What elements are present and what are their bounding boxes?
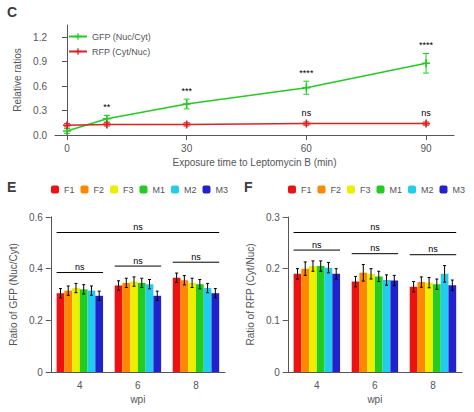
svg-text:M3: M3 xyxy=(215,185,228,195)
svg-text:Ratio of GFP (Nuc/Cyt): Ratio of GFP (Nuc/Cyt) xyxy=(8,243,19,346)
svg-text:ns: ns xyxy=(312,240,322,250)
svg-text:F2: F2 xyxy=(93,185,104,195)
svg-text:0: 0 xyxy=(64,143,70,154)
svg-text:Exposure time to Leptomycin B: Exposure time to Leptomycin B (min) xyxy=(173,157,337,168)
svg-text:Ratio of RFP (Cyt/Nuc): Ratio of RFP (Cyt/Nuc) xyxy=(245,243,256,345)
svg-text:****: **** xyxy=(299,68,314,78)
svg-text:M3: M3 xyxy=(452,185,465,195)
svg-text:***: *** xyxy=(181,86,192,96)
svg-text:ns: ns xyxy=(133,222,143,232)
svg-text:F3: F3 xyxy=(360,185,371,195)
svg-text:0.3: 0.3 xyxy=(266,212,280,223)
svg-text:Relative ratios: Relative ratios xyxy=(12,48,23,111)
svg-text:6: 6 xyxy=(372,380,378,391)
svg-text:ns: ns xyxy=(133,256,143,266)
svg-text:0.3: 0.3 xyxy=(33,105,47,116)
svg-text:wpi: wpi xyxy=(129,394,145,405)
svg-text:F3: F3 xyxy=(123,185,134,195)
svg-text:ns: ns xyxy=(75,262,85,272)
svg-text:8: 8 xyxy=(193,380,199,391)
svg-text:0.6: 0.6 xyxy=(29,212,43,223)
svg-text:6: 6 xyxy=(135,380,141,391)
svg-text:8: 8 xyxy=(430,380,436,391)
svg-text:F: F xyxy=(244,179,253,195)
svg-text:0.6: 0.6 xyxy=(33,81,47,92)
svg-text:ns: ns xyxy=(191,252,201,262)
svg-text:ns: ns xyxy=(370,243,380,253)
svg-text:M1: M1 xyxy=(389,185,402,195)
svg-text:****: **** xyxy=(419,40,434,50)
svg-text:F1: F1 xyxy=(64,185,75,195)
svg-text:0.9: 0.9 xyxy=(33,56,47,67)
svg-text:C: C xyxy=(7,4,17,20)
svg-text:F2: F2 xyxy=(330,185,341,195)
svg-text:**: ** xyxy=(103,102,111,112)
svg-text:wpi: wpi xyxy=(366,394,382,405)
svg-text:0.2: 0.2 xyxy=(266,263,280,274)
svg-text:60: 60 xyxy=(301,143,313,154)
svg-text:90: 90 xyxy=(421,143,433,154)
svg-text:M2: M2 xyxy=(421,185,434,195)
svg-text:RFP (Cyt/Nuc): RFP (Cyt/Nuc) xyxy=(92,47,150,57)
svg-text:0.4: 0.4 xyxy=(29,263,43,274)
svg-text:30: 30 xyxy=(181,143,193,154)
svg-text:4: 4 xyxy=(77,380,83,391)
svg-text:ns: ns xyxy=(428,244,438,254)
svg-text:ns: ns xyxy=(302,108,312,118)
svg-text:0: 0 xyxy=(37,367,43,378)
svg-text:0.0: 0.0 xyxy=(33,130,47,141)
svg-text:ns: ns xyxy=(421,108,431,118)
svg-text:0.1: 0.1 xyxy=(266,315,280,326)
svg-text:E: E xyxy=(7,179,16,195)
svg-text:GFP (Nuc/Cyt): GFP (Nuc/Cyt) xyxy=(92,32,151,42)
svg-text:M1: M1 xyxy=(152,185,165,195)
svg-text:4: 4 xyxy=(314,380,320,391)
svg-text:0.2: 0.2 xyxy=(29,315,43,326)
svg-text:F1: F1 xyxy=(301,185,312,195)
svg-text:0: 0 xyxy=(274,367,280,378)
svg-text:M2: M2 xyxy=(184,185,197,195)
svg-text:1.2: 1.2 xyxy=(33,32,47,43)
svg-text:ns: ns xyxy=(370,222,380,232)
